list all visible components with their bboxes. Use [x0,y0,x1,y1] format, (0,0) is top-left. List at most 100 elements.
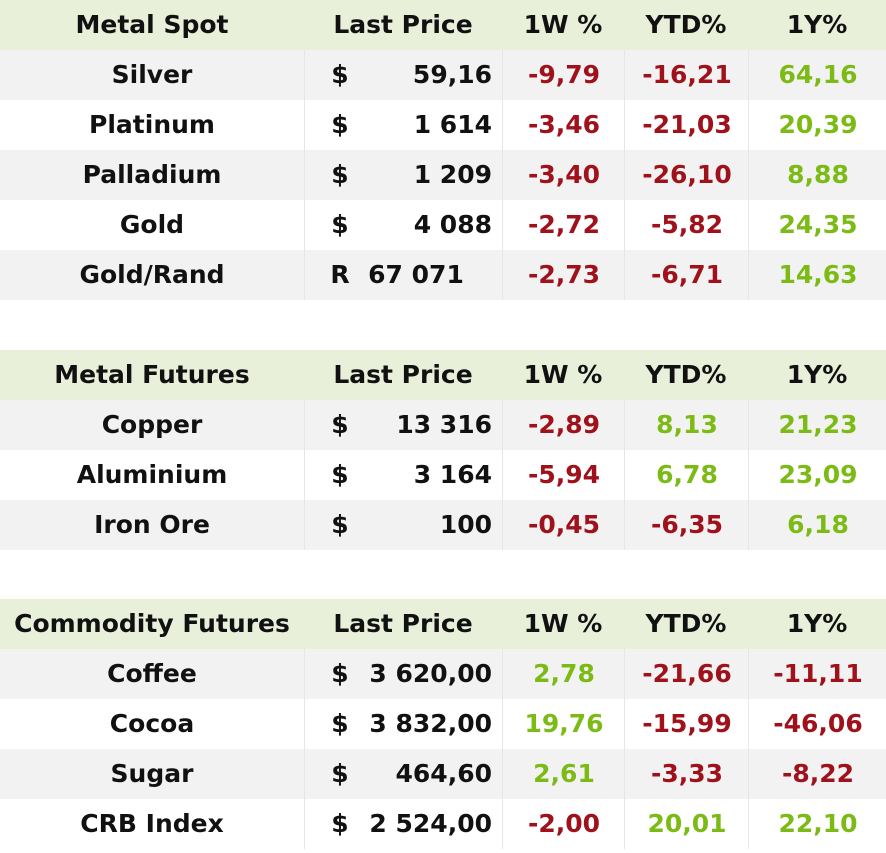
row-1w: -2,89 [502,400,625,450]
row-price: 4 088 [413,210,492,239]
row-ytd: -3,33 [624,749,749,799]
row-currency: $ [304,50,375,100]
row-price: 59,16 [412,60,492,89]
row-price: 2 524,00 [369,809,492,838]
row-price: 13 316 [396,410,492,439]
row-name: Platinum [89,110,215,139]
table-row: Iron Ore $ 100 -0,45 -6,35 6,18 [0,500,886,550]
row-1y: 23,09 [748,450,886,500]
row-1w: -0,45 [502,500,625,550]
table-row: CRB Index $ 2 524,00 -2,00 20,01 22,10 [0,799,886,849]
table-header: Metal Spot Last Price 1W % YTD% 1Y% [0,0,886,50]
row-1w: -2,00 [502,799,625,849]
row-1y: 8,88 [748,150,886,200]
row-1y: -46,06 [748,699,886,749]
header-1w: 1W % [523,609,603,638]
row-ytd: 8,13 [624,400,749,450]
header-price: Last Price [333,360,473,389]
row-1y: 14,63 [748,250,886,300]
row-currency: $ [304,649,375,699]
row-currency: $ [304,200,375,250]
row-ytd: -6,35 [624,500,749,550]
header-1w: 1W % [523,10,603,39]
header-1y: 1Y% [786,609,848,638]
table-row: Platinum $ 1 614 -3,46 -21,03 20,39 [0,100,886,150]
row-name: Palladium [82,160,222,189]
row-currency: $ [304,100,375,150]
row-1y: 24,35 [748,200,886,250]
row-1y: 22,10 [748,799,886,849]
row-1w: 2,61 [502,749,625,799]
row-currency: $ [304,450,375,500]
row-1y: 64,16 [748,50,886,100]
row-ytd: -5,82 [624,200,749,250]
table-row: Coffee $ 3 620,00 2,78 -21,66 -11,11 [0,649,886,699]
row-1y: -11,11 [748,649,886,699]
header-1y: 1Y% [786,10,848,39]
row-1y: 6,18 [748,500,886,550]
row-name: Cocoa [109,709,195,738]
row-name: Gold/Rand [79,260,225,289]
row-price: 100 [439,510,492,539]
header-ytd: YTD% [645,360,727,389]
table-row: Gold/Rand R 67 071 -2,73 -6,71 14,63 [0,250,886,300]
header-1w: 1W % [523,360,603,389]
row-ytd: -15,99 [624,699,749,749]
row-1w: -9,79 [502,50,625,100]
header-price: Last Price [333,10,473,39]
row-currency: $ [304,749,375,799]
row-name: Aluminium [76,460,228,489]
row-price: 3 164 [413,460,492,489]
header-name: Metal Futures [54,360,250,389]
table-row: Silver $ 59,16 -9,79 -16,21 64,16 [0,50,886,100]
header-ytd: YTD% [645,609,727,638]
row-ytd: -26,10 [624,150,749,200]
row-ytd: 20,01 [624,799,749,849]
row-price: 464,60 [395,759,492,788]
row-currency: $ [304,699,375,749]
row-name: CRB Index [80,809,224,838]
row-ytd: -21,66 [624,649,749,699]
table-row: Sugar $ 464,60 2,61 -3,33 -8,22 [0,749,886,799]
row-price: 1 614 [413,110,492,139]
row-currency: $ [304,799,375,849]
row-name: Sugar [110,759,194,788]
row-ytd: -16,21 [624,50,749,100]
header-price: Last Price [333,609,473,638]
row-price: 1 209 [413,160,492,189]
row-1w: 19,76 [502,699,625,749]
row-1w: -3,40 [502,150,625,200]
row-1y: 21,23 [748,400,886,450]
table-header: Metal Futures Last Price 1W % YTD% 1Y% [0,350,886,400]
row-currency: $ [304,400,375,450]
row-ytd: -6,71 [624,250,749,300]
table-row: Cocoa $ 3 832,00 19,76 -15,99 -46,06 [0,699,886,749]
row-name: Iron Ore [94,510,210,539]
row-name: Gold [119,210,185,239]
row-1y: 20,39 [748,100,886,150]
row-1w: -2,73 [502,250,625,300]
table-row: Copper $ 13 316 -2,89 8,13 21,23 [0,400,886,450]
row-name: Silver [111,60,193,89]
row-currency: $ [304,150,375,200]
header-1y: 1Y% [786,360,848,389]
row-price: 67 071 [368,260,464,289]
row-currency: R [304,250,375,300]
header-name: Commodity Futures [14,609,290,638]
row-1w: -3,46 [502,100,625,150]
table-row: Palladium $ 1 209 -3,40 -26,10 8,88 [0,150,886,200]
row-1w: -5,94 [502,450,625,500]
row-1w: -2,72 [502,200,625,250]
row-1y: -8,22 [748,749,886,799]
table-header: Commodity Futures Last Price 1W % YTD% 1… [0,599,886,649]
row-name: Coffee [107,659,197,688]
table-row: Aluminium $ 3 164 -5,94 6,78 23,09 [0,450,886,500]
row-ytd: -21,03 [624,100,749,150]
row-name: Copper [101,410,203,439]
row-price: 3 832,00 [369,709,492,738]
header-name: Metal Spot [75,10,229,39]
row-ytd: 6,78 [624,450,749,500]
table-row: Gold $ 4 088 -2,72 -5,82 24,35 [0,200,886,250]
row-currency: $ [304,500,375,550]
